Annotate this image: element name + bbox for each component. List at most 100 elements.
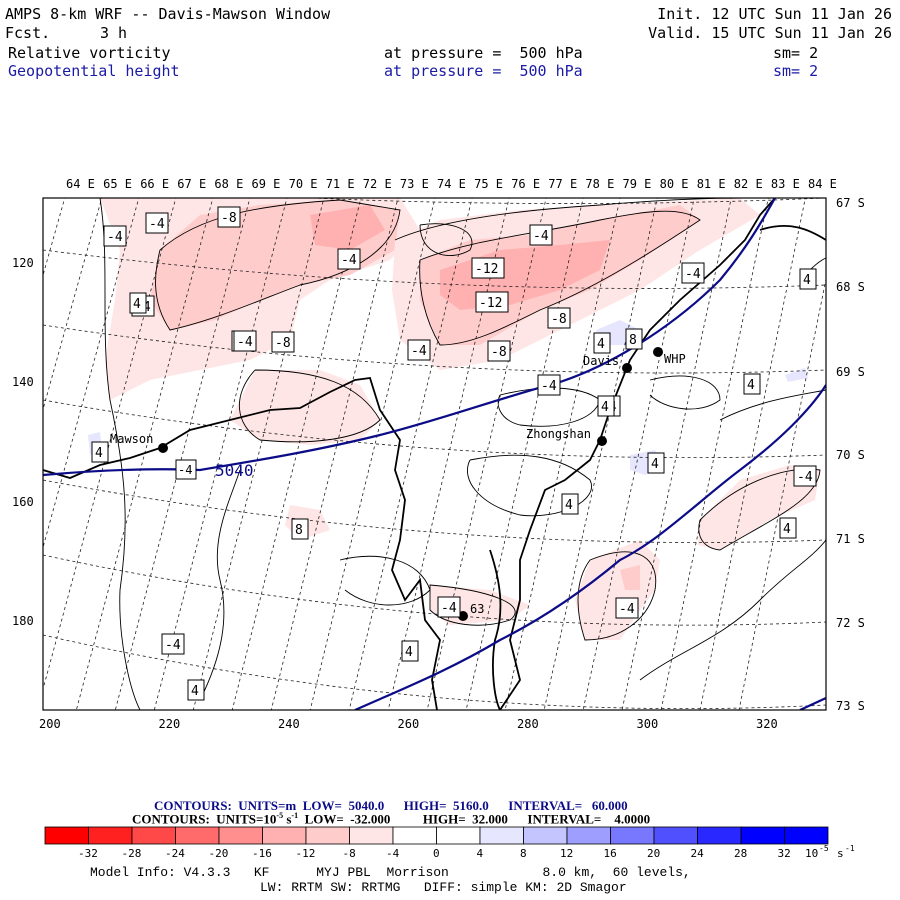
vorticity-label-box	[625, 328, 643, 350]
station-davis-dot	[622, 363, 632, 373]
vort-contour-6	[239, 369, 381, 443]
colorbar-label: -8	[343, 847, 356, 860]
vorticity-label-box	[407, 339, 431, 361]
vorticity-label: -4	[685, 267, 701, 282]
vorticity-label-box	[475, 291, 509, 313]
lat-lon-grid	[43, 198, 826, 710]
coastline-loop	[759, 225, 826, 241]
physics-info: LW: RRTM SW: RRTMG DIFF: simple KM: 2D S…	[260, 880, 627, 895]
vorticity-label-box	[647, 452, 665, 474]
colorbar-label: 12	[560, 847, 573, 860]
vorticity-label: -8	[491, 345, 507, 360]
colorbar-label: -28	[122, 847, 142, 860]
colorbar-swatch	[392, 826, 437, 845]
plot-frame	[42, 197, 827, 711]
field2-smoothing: sm= 2	[773, 62, 819, 80]
shade-neg-se-8	[620, 565, 640, 590]
vorticity-label-box	[337, 248, 361, 270]
contours-vort-high: HIGH= 32.000	[422, 811, 508, 827]
height-contour-5160	[799, 697, 826, 710]
contours-height-prefix: CONTOURS: UNITS=m	[154, 798, 297, 813]
meridian-line	[738, 277, 826, 710]
colorbar-swatch	[436, 826, 481, 845]
parallel-70s	[43, 399, 826, 459]
station-whp-label: WHP	[664, 352, 686, 366]
contours-vort-unit: s	[286, 811, 292, 827]
vorticity-label: 4	[597, 337, 605, 352]
x-tick-label: 240	[278, 717, 300, 731]
vorticity-label-box	[593, 332, 611, 354]
init-time: Init. 12 UTC Sun 11 Jan 26	[657, 5, 892, 23]
contours-height-low: LOW= 5040.0	[302, 798, 385, 813]
longitude-label: 75 E	[474, 177, 503, 191]
longitude-label: 77 E	[548, 177, 577, 191]
field2-name: Geopotential height	[8, 62, 180, 80]
colorbar-label: -24	[165, 847, 185, 860]
vorticity-label-box	[91, 441, 109, 463]
longitude-label: 64 E	[66, 177, 95, 191]
meridian-line	[153, 198, 288, 710]
station-whp-dot	[653, 347, 663, 357]
colorbar-unit-s-exp: -1	[845, 844, 855, 853]
longitude-labels: 64 E 65 E 66 E 67 E 68 E 69 E 70 E 71 E 72 E 73 E…	[66, 177, 837, 191]
latitude-label: 71 S	[836, 532, 865, 546]
latitude-label: 68 S	[836, 280, 865, 294]
colorbar-swatch	[566, 826, 611, 845]
longitude-label: 82 E	[734, 177, 763, 191]
colorbar-label: -32	[78, 847, 98, 860]
height-label: -4 5040	[175, 459, 254, 480]
vorticity-label: -4	[149, 217, 165, 232]
vorticity-label-box	[743, 373, 761, 395]
fcst-value: 3 h	[100, 24, 128, 42]
vorticity-label: -8	[275, 336, 291, 351]
shade-pos-d	[785, 368, 808, 382]
parallel-71s	[43, 479, 826, 543]
longitude-label: 70 E	[289, 177, 318, 191]
station-zhongshan-dot	[597, 436, 607, 446]
latitude-label: 69 S	[836, 365, 865, 379]
vorticity-label-box	[437, 596, 461, 618]
colorbar-swatch	[349, 826, 394, 845]
vorticity-label: 4	[133, 297, 141, 312]
colorbar-label: -12	[296, 847, 316, 860]
contours-vort-interval: INTERVAL= 4.0000	[527, 811, 651, 827]
meridian-line	[660, 198, 769, 710]
longitude-label: 68 E	[214, 177, 243, 191]
contours-info-height: CONTOURS: UNITS=m LOW= 5040.0 HIGH= 5160…	[154, 798, 628, 814]
colorbar-label: 32	[778, 847, 791, 860]
vort-contour-8	[467, 454, 592, 517]
vorticity-label-box	[103, 225, 127, 247]
colorbar-swatch	[218, 826, 263, 845]
vorticity-label: 4	[747, 378, 755, 393]
y-tick-label: 140	[12, 375, 34, 389]
colorbar-label: 20	[647, 847, 660, 860]
vorticity-label-box	[401, 640, 419, 662]
valid-time: Valid. 15 UTC Sun 11 Jan 26	[648, 24, 892, 42]
vort-contour-10	[698, 468, 821, 551]
station-mawson-label: Mawson	[110, 432, 153, 446]
vorticity-label-box	[271, 331, 295, 353]
meridian-line	[43, 198, 103, 411]
contours-height-high: HIGH= 5160.0	[403, 798, 489, 813]
colorbar-label: -16	[252, 847, 272, 860]
x-tick-label: 260	[398, 717, 420, 731]
vorticity-label-box	[187, 679, 205, 701]
colorbar-swatch	[784, 826, 829, 845]
vorticity-label: 4	[405, 645, 413, 660]
station-davis-label: Davis	[583, 354, 619, 368]
vorticity-label: -4	[165, 638, 181, 653]
coastline	[43, 198, 826, 710]
vorticity-label-box	[291, 518, 309, 540]
x-tick-label: 280	[517, 717, 539, 731]
vorticity-label-box	[487, 340, 511, 362]
latitude-label: 73 S	[836, 699, 865, 713]
vorticity-label-box	[561, 493, 579, 515]
longitude-label: 79 E	[623, 177, 652, 191]
svg-text:-4: -4	[178, 463, 192, 477]
parallel-69s	[43, 324, 826, 374]
coastline-inlet	[489, 549, 502, 710]
y-tick-label: 120	[12, 256, 34, 270]
colorbar-unit-base: 10	[805, 847, 818, 860]
model-title: AMPS 8-km WRF -- Davis-Mawson Window	[5, 5, 331, 23]
shade-neg-east	[698, 465, 820, 550]
